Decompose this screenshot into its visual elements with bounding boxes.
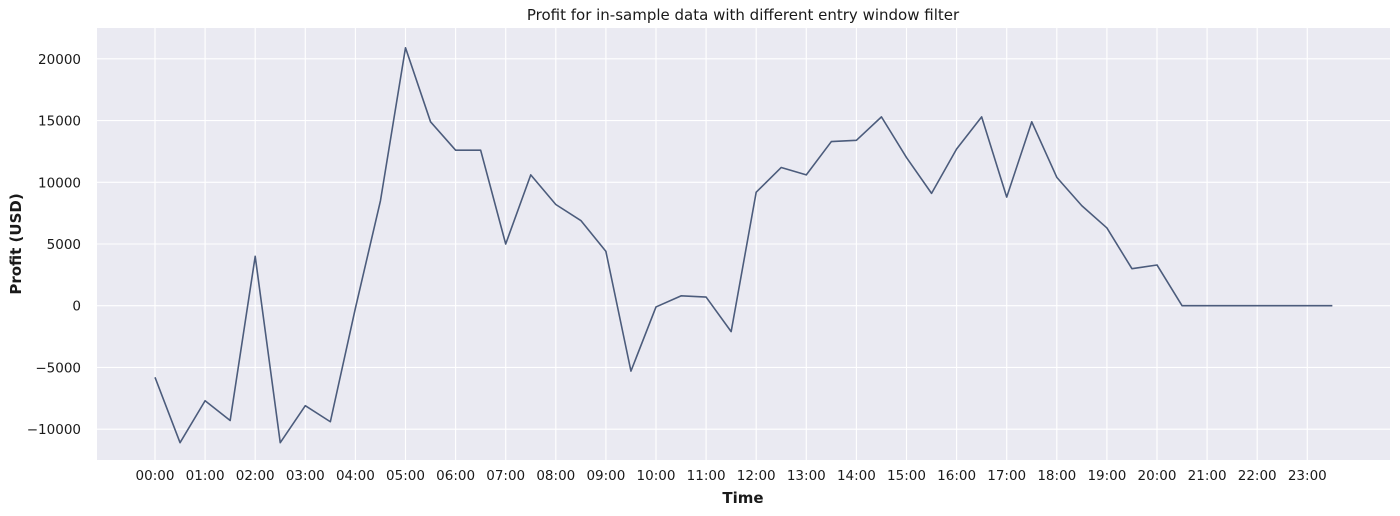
- data-point-0400: [353, 306, 357, 310]
- data-point-1000: [654, 305, 658, 309]
- series-layer: [153, 46, 1334, 445]
- data-point-1800: [1055, 175, 1059, 179]
- data-point-0700: [504, 242, 508, 246]
- x-tick-label: 18:00: [1037, 468, 1076, 484]
- y-tick-label: −10000: [27, 422, 81, 438]
- y-tick-label: 10000: [38, 175, 81, 191]
- data-point-0730: [529, 173, 533, 177]
- data-point-0430: [378, 199, 382, 203]
- x-tick-labels: 00:00 01:00 02:00 03:00 04:00 05:00 06:00 07:00…: [136, 468, 1327, 484]
- data-point-1630: [980, 115, 984, 119]
- data-point-1530: [930, 191, 934, 195]
- y-tick-labels: −10000 −5000 0 5000 10000 15000 20000: [27, 52, 81, 438]
- data-point-2030: [1180, 304, 1184, 308]
- x-tick-label: 02:00: [236, 468, 275, 484]
- data-point-1300: [804, 173, 808, 177]
- data-point-0600: [454, 148, 458, 152]
- data-point-0630: [479, 148, 483, 152]
- data-point-2200: [1255, 304, 1259, 308]
- data-point-0900: [604, 249, 608, 253]
- data-point-1230: [779, 165, 783, 169]
- profit-series-line: [154, 46, 1333, 444]
- data-point-1030: [679, 294, 683, 298]
- x-tick-label: 07:00: [486, 468, 525, 484]
- y-tick-label: 15000: [38, 114, 81, 130]
- data-point-0230: [278, 441, 282, 445]
- x-tick-label: 11:00: [687, 468, 726, 484]
- data-point-2330: [1330, 304, 1334, 308]
- x-tick-label: 03:00: [286, 468, 325, 484]
- x-tick-label: 12:00: [737, 468, 776, 484]
- data-point-1900: [1105, 226, 1109, 230]
- data-point-0830: [579, 219, 583, 223]
- x-tick-label: 20:00: [1138, 468, 1177, 484]
- data-point-0030: [178, 441, 182, 445]
- data-point-1430: [879, 115, 883, 119]
- data-point-2230: [1280, 304, 1284, 308]
- data-point-1500: [905, 156, 909, 160]
- data-point-2300: [1305, 304, 1309, 308]
- data-point-1200: [754, 190, 758, 194]
- x-tick-label: 00:00: [136, 468, 175, 484]
- x-tick-label: 15:00: [887, 468, 926, 484]
- data-point-2000: [1155, 263, 1159, 267]
- data-point-0000: [153, 375, 157, 379]
- x-tick-label: 17:00: [987, 468, 1026, 484]
- y-tick-label: −5000: [35, 360, 81, 376]
- x-tick-label: 10:00: [637, 468, 676, 484]
- data-point-0930: [629, 369, 633, 373]
- data-point-0530: [429, 120, 433, 124]
- x-tick-label: 19:00: [1087, 468, 1126, 484]
- x-tick-label: 01:00: [186, 468, 225, 484]
- data-point-0130: [228, 419, 232, 423]
- x-tick-label: 06:00: [436, 468, 475, 484]
- x-tick-label: 08:00: [536, 468, 575, 484]
- x-tick-label: 09:00: [586, 468, 625, 484]
- x-tick-label: 14:00: [837, 468, 876, 484]
- data-point-0200: [253, 254, 257, 258]
- y-tick-label: 5000: [47, 237, 81, 253]
- x-axis-title: Time: [722, 489, 763, 507]
- data-point-1400: [854, 138, 858, 142]
- data-point-0800: [554, 203, 558, 207]
- data-point-1600: [955, 147, 959, 151]
- data-point-2130: [1230, 304, 1234, 308]
- y-axis-title: Profit (USD): [7, 193, 25, 294]
- x-tick-label: 04:00: [336, 468, 375, 484]
- x-tick-label: 21:00: [1188, 468, 1227, 484]
- data-point-1100: [704, 295, 708, 299]
- chart-title: Profit for in-sample data with different…: [527, 6, 960, 24]
- data-point-1130: [729, 330, 733, 334]
- data-point-1930: [1130, 267, 1134, 271]
- data-point-1700: [1005, 195, 1009, 199]
- x-tick-label: 05:00: [386, 468, 425, 484]
- data-point-1330: [829, 140, 833, 144]
- data-point-0100: [203, 399, 207, 403]
- x-tick-label: 16:00: [937, 468, 976, 484]
- data-point-1830: [1080, 204, 1084, 208]
- data-point-0330: [328, 420, 332, 424]
- x-tick-label: 13:00: [787, 468, 826, 484]
- data-point-2100: [1205, 304, 1209, 308]
- y-tick-label: 0: [72, 299, 81, 315]
- y-tick-label: 20000: [38, 52, 81, 68]
- x-tick-label: 23:00: [1288, 468, 1327, 484]
- data-point-0300: [303, 404, 307, 408]
- data-point-1730: [1030, 120, 1034, 124]
- data-point-0500: [404, 46, 408, 50]
- x-tick-label: 22:00: [1238, 468, 1277, 484]
